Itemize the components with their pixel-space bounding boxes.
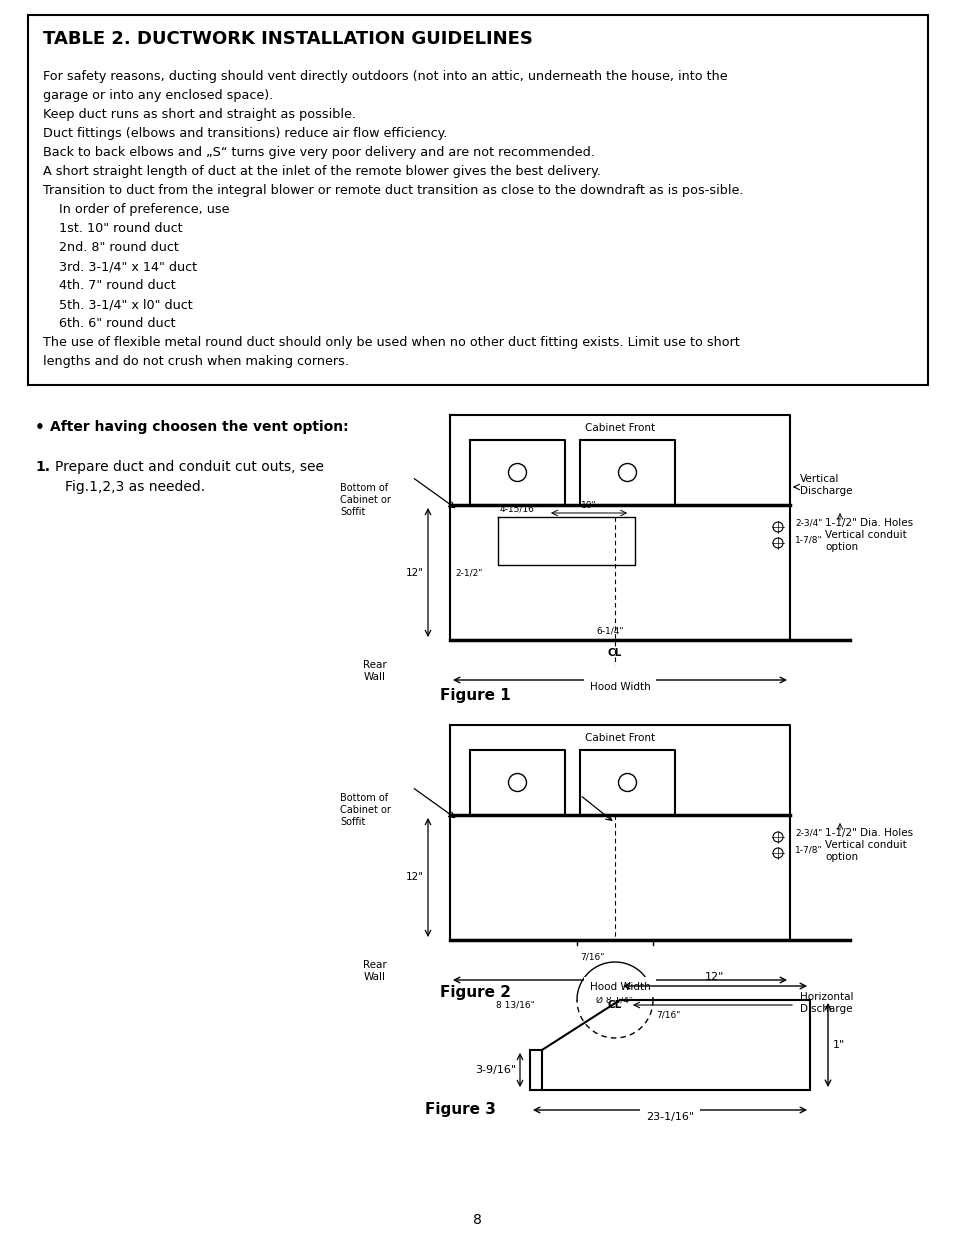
Text: 4th. 7" round duct: 4th. 7" round duct — [43, 279, 175, 291]
Text: Duct fittings (elbows and transitions) reduce air flow efficiency.: Duct fittings (elbows and transitions) r… — [43, 127, 447, 140]
Text: 7/16": 7/16" — [656, 1010, 679, 1020]
Text: Rear
Wall: Rear Wall — [363, 960, 387, 982]
Text: Cabinet Front: Cabinet Front — [584, 734, 655, 743]
Text: 2-3/4": 2-3/4" — [794, 829, 821, 837]
Text: A short straight length of duct at the inlet of the remote blower gives the best: A short straight length of duct at the i… — [43, 165, 600, 178]
Text: Figure 2: Figure 2 — [439, 986, 511, 1000]
Text: 8: 8 — [472, 1213, 481, 1228]
Text: •: • — [35, 420, 45, 435]
Text: TABLE 2. DUCTWORK INSTALLATION GUIDELINES: TABLE 2. DUCTWORK INSTALLATION GUIDELINE… — [43, 30, 533, 48]
Text: In order of preference, use: In order of preference, use — [43, 203, 230, 216]
Text: Cabinet Front: Cabinet Front — [584, 424, 655, 433]
Text: Figure 1: Figure 1 — [439, 688, 510, 703]
Text: 2-3/4": 2-3/4" — [794, 519, 821, 527]
Text: 1-1/2" Dia. Holes
Vertical conduit
option: 1-1/2" Dia. Holes Vertical conduit optio… — [824, 829, 912, 862]
Text: 1-7/8": 1-7/8" — [794, 536, 821, 545]
Text: Ø 8 1/4": Ø 8 1/4" — [596, 995, 633, 1004]
Text: 7/16": 7/16" — [579, 952, 604, 961]
Text: For safety reasons, ducting should vent directly outdoors (not into an attic, un: For safety reasons, ducting should vent … — [43, 70, 727, 83]
Text: Prepare duct and conduit cut outs, see: Prepare duct and conduit cut outs, see — [55, 459, 324, 474]
Text: Vertical
Discharge: Vertical Discharge — [800, 474, 852, 495]
Text: 6-1/4": 6-1/4" — [596, 626, 623, 635]
Text: 1-7/8": 1-7/8" — [794, 846, 821, 855]
Text: 12": 12" — [406, 568, 423, 578]
Text: Back to back elbows and „S“ turns give very poor delivery and are not recommende: Back to back elbows and „S“ turns give v… — [43, 146, 595, 159]
Text: 8 13/16": 8 13/16" — [496, 1000, 535, 1009]
Text: Fig.1,2,3 as needed.: Fig.1,2,3 as needed. — [65, 480, 205, 494]
Text: 10": 10" — [580, 501, 597, 510]
Text: 1-1/2" Dia. Holes
Vertical conduit
option: 1-1/2" Dia. Holes Vertical conduit optio… — [824, 519, 912, 552]
Text: 3-9/16": 3-9/16" — [475, 1065, 516, 1074]
Text: Rear
Wall: Rear Wall — [363, 659, 387, 682]
Text: Bottom of
Cabinet or
Soffit: Bottom of Cabinet or Soffit — [339, 483, 391, 516]
Text: After having choosen the vent option:: After having choosen the vent option: — [50, 420, 348, 433]
Text: 4-15/16": 4-15/16" — [499, 505, 538, 514]
Text: 1": 1" — [832, 1040, 844, 1050]
Text: 1.: 1. — [35, 459, 50, 474]
Text: Bottom of
Cabinet or
Soffit: Bottom of Cabinet or Soffit — [339, 793, 391, 826]
Text: 12": 12" — [406, 872, 423, 883]
Text: garage or into any enclosed space).: garage or into any enclosed space). — [43, 89, 273, 103]
Text: 5th. 3-1/4" x l0" duct: 5th. 3-1/4" x l0" duct — [43, 298, 193, 311]
Text: Hood Width: Hood Width — [589, 682, 650, 692]
Text: Figure 3: Figure 3 — [424, 1102, 496, 1116]
Text: CL: CL — [607, 648, 621, 658]
Bar — [28, 15, 927, 385]
Text: 2nd. 8" round duct: 2nd. 8" round duct — [43, 241, 179, 254]
Text: The use of flexible metal round duct should only be used when no other duct fitt: The use of flexible metal round duct sho… — [43, 336, 740, 350]
Text: Horizontal
Discharge: Horizontal Discharge — [800, 992, 853, 1014]
Text: lengths and do not crush when making corners.: lengths and do not crush when making cor… — [43, 354, 349, 368]
Text: Keep duct runs as short and straight as possible.: Keep duct runs as short and straight as … — [43, 107, 355, 121]
Text: 12": 12" — [704, 972, 724, 982]
Text: Transition to duct from the integral blower or remote duct transition as close t: Transition to duct from the integral blo… — [43, 184, 742, 198]
Text: 23-1/16": 23-1/16" — [645, 1112, 694, 1123]
Text: 2-1/2": 2-1/2" — [455, 569, 482, 578]
Text: Hood Width: Hood Width — [589, 982, 650, 992]
Text: 3rd. 3-1/4" x 14" duct: 3rd. 3-1/4" x 14" duct — [43, 261, 197, 273]
Text: CL: CL — [607, 1000, 621, 1010]
Text: 1st. 10" round duct: 1st. 10" round duct — [43, 222, 182, 235]
Text: 6th. 6" round duct: 6th. 6" round duct — [43, 317, 175, 330]
